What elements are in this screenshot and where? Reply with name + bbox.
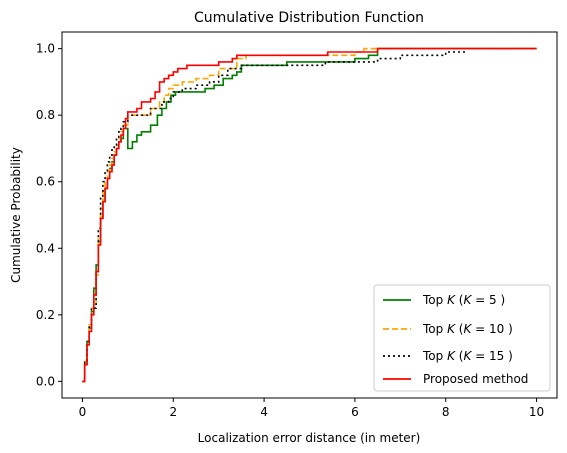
y-tick-label: 0.6	[36, 175, 55, 189]
series-line-3	[82, 47, 537, 383]
x-tick-label: 6	[351, 405, 359, 419]
y-tick-label: 0.0	[36, 374, 55, 388]
legend: Top K (K = 5 ) Top K (K = 10 ) Top K (K …	[373, 284, 551, 392]
legend-label-proposed-method: Proposed method	[423, 372, 528, 386]
series-line-2	[82, 51, 467, 383]
chart-title: Cumulative Distribution Function	[194, 10, 424, 26]
y-tick-label: 0.8	[36, 108, 55, 122]
x-axis-label: Localization error distance (in meter)	[198, 431, 421, 445]
legend-label-top-k-10: Top K (K = 10 )	[422, 322, 513, 336]
x-tick-label: 10	[529, 405, 544, 419]
x-tick-label: 8	[442, 405, 450, 419]
legend-label-top-k-15: Top K (K = 15 )	[422, 349, 513, 363]
x-tick-label: 4	[260, 405, 268, 419]
legend-label-top-k-5: Top K (K = 5 )	[422, 293, 505, 307]
legend-box	[373, 284, 551, 392]
y-tick-label: 0.2	[36, 308, 55, 322]
x-axis: 0 2 4 6 8 10	[79, 398, 544, 419]
plot-area	[82, 47, 537, 383]
y-axis-label: Cumulative Probability	[9, 147, 23, 283]
plot-frame	[61, 31, 558, 399]
y-axis: 0.0 0.2 0.4 0.6 0.8 1.0	[36, 42, 62, 388]
y-tick-label: 1.0	[36, 42, 55, 56]
y-tick-label: 0.4	[36, 241, 55, 255]
x-tick-label: 2	[169, 405, 177, 419]
x-tick-label: 0	[79, 405, 87, 419]
